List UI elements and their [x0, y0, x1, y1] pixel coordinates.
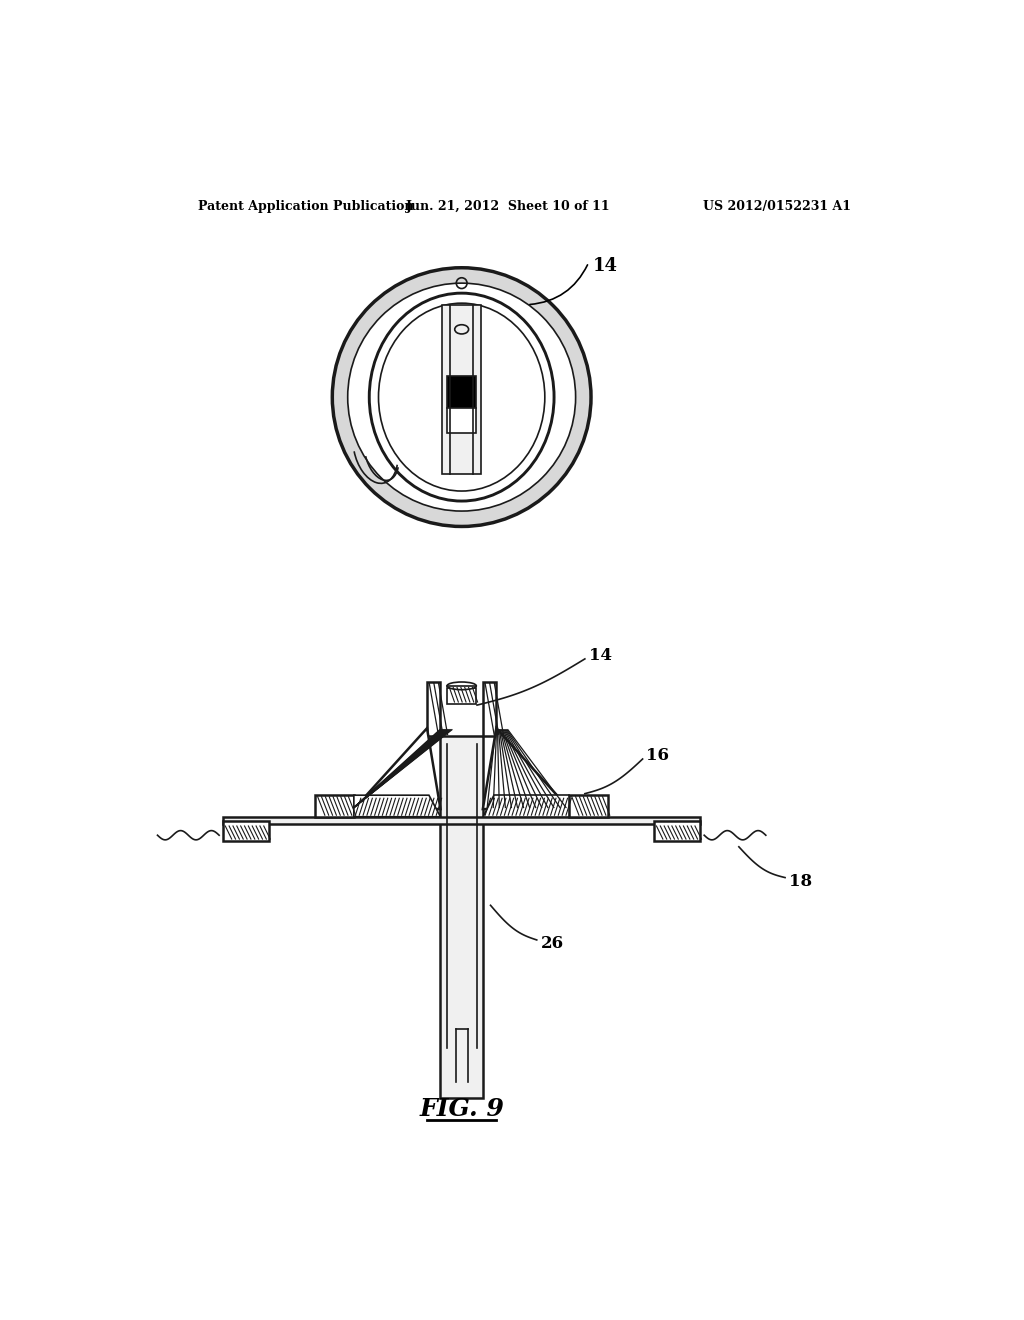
- Text: Patent Application Publication: Patent Application Publication: [199, 199, 414, 213]
- Text: FIG. 9: FIG. 9: [419, 1097, 504, 1122]
- Text: 14: 14: [593, 257, 617, 275]
- Polygon shape: [354, 729, 440, 809]
- Bar: [223, 817, 700, 825]
- Bar: [440, 737, 483, 1098]
- Text: US 2012/0152231 A1: US 2012/0152231 A1: [703, 199, 851, 213]
- Ellipse shape: [370, 293, 554, 502]
- Bar: [442, 305, 481, 474]
- Bar: [569, 795, 608, 817]
- Bar: [447, 408, 476, 433]
- Polygon shape: [427, 682, 440, 737]
- Bar: [654, 821, 700, 841]
- Ellipse shape: [447, 682, 476, 690]
- Polygon shape: [483, 795, 569, 817]
- Text: 14: 14: [589, 647, 611, 664]
- Polygon shape: [354, 795, 440, 817]
- Text: 18: 18: [788, 873, 812, 890]
- Polygon shape: [483, 682, 497, 737]
- Polygon shape: [483, 729, 569, 809]
- Bar: [447, 376, 476, 408]
- Circle shape: [348, 284, 575, 511]
- Bar: [223, 821, 269, 841]
- Bar: [447, 688, 476, 704]
- Circle shape: [333, 268, 591, 527]
- Bar: [315, 795, 354, 817]
- Text: Jun. 21, 2012  Sheet 10 of 11: Jun. 21, 2012 Sheet 10 of 11: [406, 199, 610, 213]
- Text: 16: 16: [646, 747, 670, 764]
- Text: 26: 26: [541, 936, 563, 952]
